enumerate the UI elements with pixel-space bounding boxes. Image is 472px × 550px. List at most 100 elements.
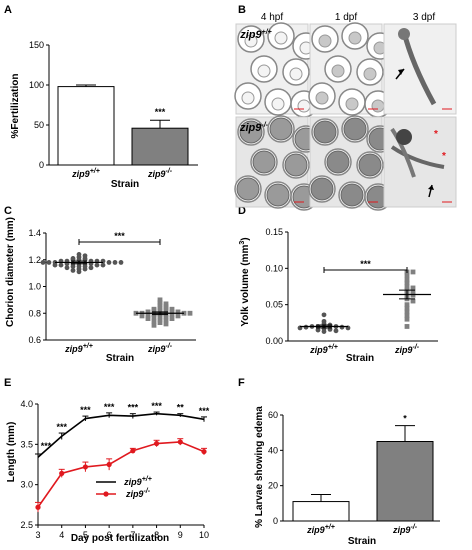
panel-e-point [177, 439, 183, 445]
panel-c-y-tick-label: 1.4 [28, 228, 41, 238]
panel-c-point [157, 314, 163, 320]
panel-a-y-tick-label: 50 [34, 120, 44, 130]
panel-f-edema-chart: % Larvae showing edema Strain 0 20 40 60 zip… [254, 406, 440, 547]
panel-b-embryo [345, 97, 359, 111]
panel-e-x-tick-label: 6 [107, 530, 112, 540]
panel-d-point [410, 289, 416, 294]
panel-e-legend-label: zip9-/- [125, 488, 151, 499]
panel-c-y-tick-label: 1.2 [28, 255, 41, 265]
panel-c-y-tick-label: 0.6 [28, 335, 41, 345]
panel-c-significance: *** [114, 231, 125, 241]
panel-b-embryo [244, 34, 258, 48]
panel-b-embryo [318, 34, 332, 48]
panel-d-significance: *** [360, 259, 371, 269]
panel-f-ylabel: % Larvae showing edema [254, 406, 265, 528]
panel-c-point [163, 321, 169, 327]
panel-b-embryo [310, 177, 334, 201]
panel-e-significance: *** [128, 403, 139, 413]
panel-b-embryo [313, 120, 337, 144]
panel-d-point [404, 313, 410, 318]
panel-d-point [404, 280, 410, 286]
panel-a-y-tick-label: 0 [39, 160, 44, 170]
panel-c-point [52, 262, 58, 268]
panel-c-point [106, 260, 112, 265]
panel-d-point [410, 298, 416, 304]
panel-c-point [163, 314, 169, 320]
panel-a-bar [131, 127, 189, 166]
panel-d-point [333, 328, 339, 334]
panel-f-x-tick-label: zip9-/- [392, 524, 418, 535]
panel-b-embryo [284, 153, 308, 177]
panel-d-y-tick-label: 0.15 [265, 227, 283, 237]
panel-f-y-tick-label: 60 [268, 410, 278, 420]
panel-c-point [76, 252, 82, 257]
panel-e-significance: *** [80, 405, 91, 415]
panel-e-legend-label: zip9+/+ [123, 476, 152, 487]
panel-b-larva [390, 145, 445, 169]
panel-d-point [410, 292, 416, 298]
panel-d-point [404, 309, 410, 315]
panel-a-bar [57, 86, 115, 166]
panel-b-embryo [363, 67, 377, 81]
panel-b-col-3dpf: 3 dpf [413, 12, 435, 23]
panel-b-embryo [358, 153, 382, 177]
panel-e-xlabel: Day post fertilization [71, 533, 169, 544]
panel-e-series-line [37, 412, 205, 458]
panel-c-x-tick-label: zip9+/+ [64, 343, 93, 354]
panel-e-x-tick-label: 7 [130, 530, 135, 540]
panel-c-x-tick-label: zip9-/- [147, 343, 173, 354]
panel-letter-d: D [238, 205, 246, 217]
panel-d-point [321, 329, 327, 334]
panel-c-point [70, 268, 76, 273]
panel-a-ylabel: %Fertilization [10, 73, 21, 138]
panel-e-significance: ** [177, 403, 185, 413]
panel-c-point [163, 305, 169, 311]
panel-d-point [410, 269, 416, 275]
panel-c-point [151, 314, 157, 320]
panel-e-x-tick-label: 3 [35, 530, 40, 540]
panel-e-significance: *** [41, 441, 52, 451]
panel-e-x-tick-label: 10 [199, 530, 209, 540]
panel-d-point [339, 324, 345, 330]
panel-c-point [139, 313, 145, 319]
panel-f-significance: * [403, 414, 407, 424]
panel-c-chorion-chart: Chorion diameter (mm) Strain 0.6 0.8 1.0 1.… [5, 217, 196, 364]
panel-b-embryo [326, 150, 350, 174]
panel-b-embryo [343, 117, 367, 141]
panel-e-y-tick-label: 3.5 [20, 439, 33, 449]
panel-a-y-tick-label: 150 [29, 40, 44, 50]
panel-b-embryo [241, 91, 255, 105]
panel-b-embryo [269, 117, 293, 141]
panel-e-y-tick-label: 2.5 [20, 520, 33, 530]
panel-f-bar [376, 441, 434, 522]
panel-e-x-tick-label: 8 [154, 530, 159, 540]
panel-c-point [157, 317, 163, 323]
panel-c-point [151, 308, 157, 313]
panel-e-series-line [37, 441, 205, 508]
panel-f-bar [292, 501, 350, 522]
panel-b-embryo [340, 183, 364, 207]
panel-d-x-tick-label: zip9+/+ [309, 344, 338, 355]
panel-d-point [404, 316, 410, 322]
panel-c-point [100, 262, 106, 268]
panel-c-point [145, 316, 151, 321]
panel-c-point [46, 260, 52, 265]
panel-f-y-tick-label: 0 [273, 516, 278, 526]
panel-d-y-tick-label: 0.00 [265, 336, 283, 346]
panel-c-point [163, 301, 169, 307]
panel-letter-e: E [4, 377, 11, 389]
panel-e-point [201, 448, 207, 455]
panel-c-point [76, 269, 82, 275]
panel-b-embryo [239, 120, 263, 144]
panel-b-larva [390, 127, 416, 178]
panel-c-point [163, 308, 169, 313]
panel-a-fertilization-chart: %Fertilization Strain 0 50 100 150 zip9+/+ zi… [10, 40, 198, 190]
panel-d-point [404, 284, 410, 289]
panel-d-y-tick-label: 0.05 [265, 300, 283, 310]
panel-c-point [70, 264, 76, 269]
panel-c-point [40, 260, 46, 265]
panel-f-y-tick-label: 20 [268, 481, 278, 491]
panel-e-significance: *** [56, 422, 67, 432]
panel-c-point [169, 306, 175, 312]
panel-c-point [118, 260, 124, 265]
